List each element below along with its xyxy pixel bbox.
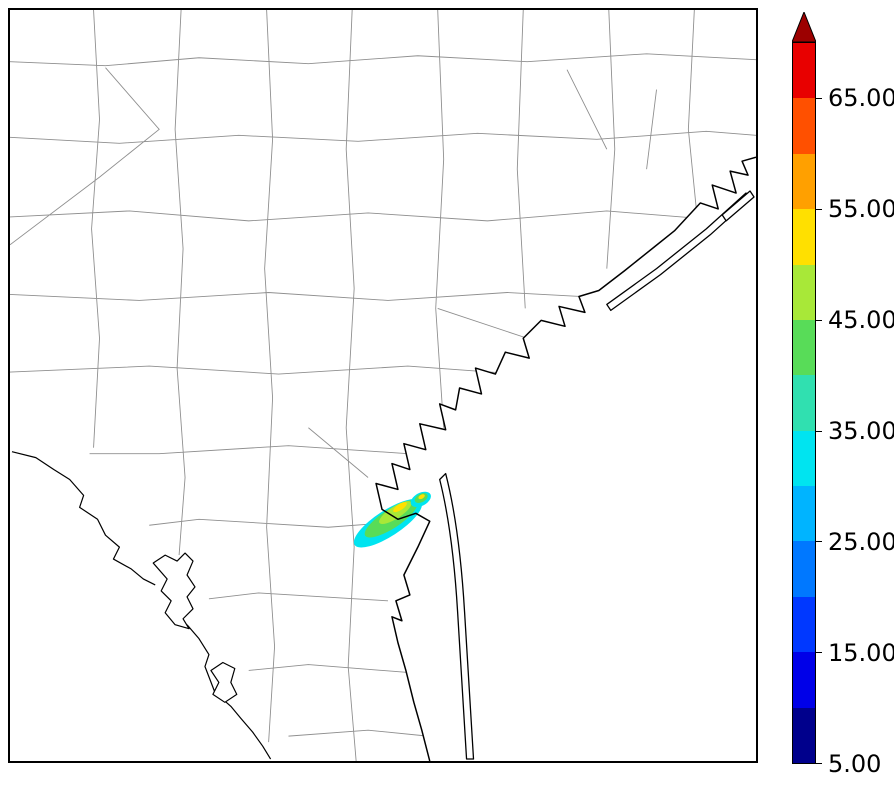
colorbar-tick-mark — [816, 319, 822, 321]
colorbar-tick-label: 55.00 — [828, 194, 894, 223]
coastline — [375, 156, 756, 761]
colorbar-segment — [793, 43, 815, 99]
colorbar-segment — [793, 652, 815, 708]
colorbar-bar — [792, 42, 822, 764]
colorbar-segment — [793, 319, 815, 376]
colorbar-tick-label: 65.00 — [828, 83, 894, 112]
colorbar-overflow-arrow — [792, 12, 816, 42]
colorbar-ticks: 5.00 15.00 25.00 35.00 45.00 55.00 65.00 — [828, 42, 894, 777]
rio-grande-river — [11, 451, 272, 760]
colorbar-tick-mark — [816, 209, 822, 211]
map-panel — [8, 8, 758, 763]
colorbar-tick-mark — [816, 430, 822, 432]
colorbar-segment — [793, 375, 815, 431]
map-canvas — [10, 10, 756, 761]
colorbar-tick-label: 35.00 — [828, 416, 894, 445]
colorbar-tick-mark — [816, 98, 822, 100]
colorbar-tick-mark — [816, 541, 822, 543]
barrier-island-galveston — [721, 190, 755, 222]
colorbar-segment — [793, 430, 815, 487]
colorbar-segment — [793, 153, 815, 210]
colorbar-segment — [793, 541, 815, 597]
county-boundaries — [10, 10, 756, 761]
colorbar-arrow-shape — [792, 12, 816, 42]
colorbar-tick-label: 5.00 — [828, 750, 882, 778]
colorbar-tick-label: 25.00 — [828, 527, 894, 556]
colorbar-tick-mark — [816, 652, 822, 654]
plume-core — [393, 502, 407, 513]
plume — [353, 491, 431, 548]
colorbar-segment — [793, 209, 815, 265]
colorbar-tick-label: 45.00 — [828, 305, 894, 334]
colorbar-arrow-canvas — [792, 12, 816, 42]
colorbar-segment — [793, 707, 815, 763]
colorbar-segment — [793, 98, 815, 154]
plume-ne-core — [418, 494, 425, 500]
small-lake — [210, 661, 238, 703]
colorbar-tick-label: 15.00 — [828, 638, 894, 667]
colorbar-tick-mark — [816, 763, 822, 764]
falcon-lake — [152, 552, 196, 630]
barrier-island-padre — [439, 472, 475, 760]
colorbar-segment — [793, 596, 815, 653]
colorbar-segment — [793, 264, 815, 320]
colorbar-segment — [793, 486, 815, 542]
